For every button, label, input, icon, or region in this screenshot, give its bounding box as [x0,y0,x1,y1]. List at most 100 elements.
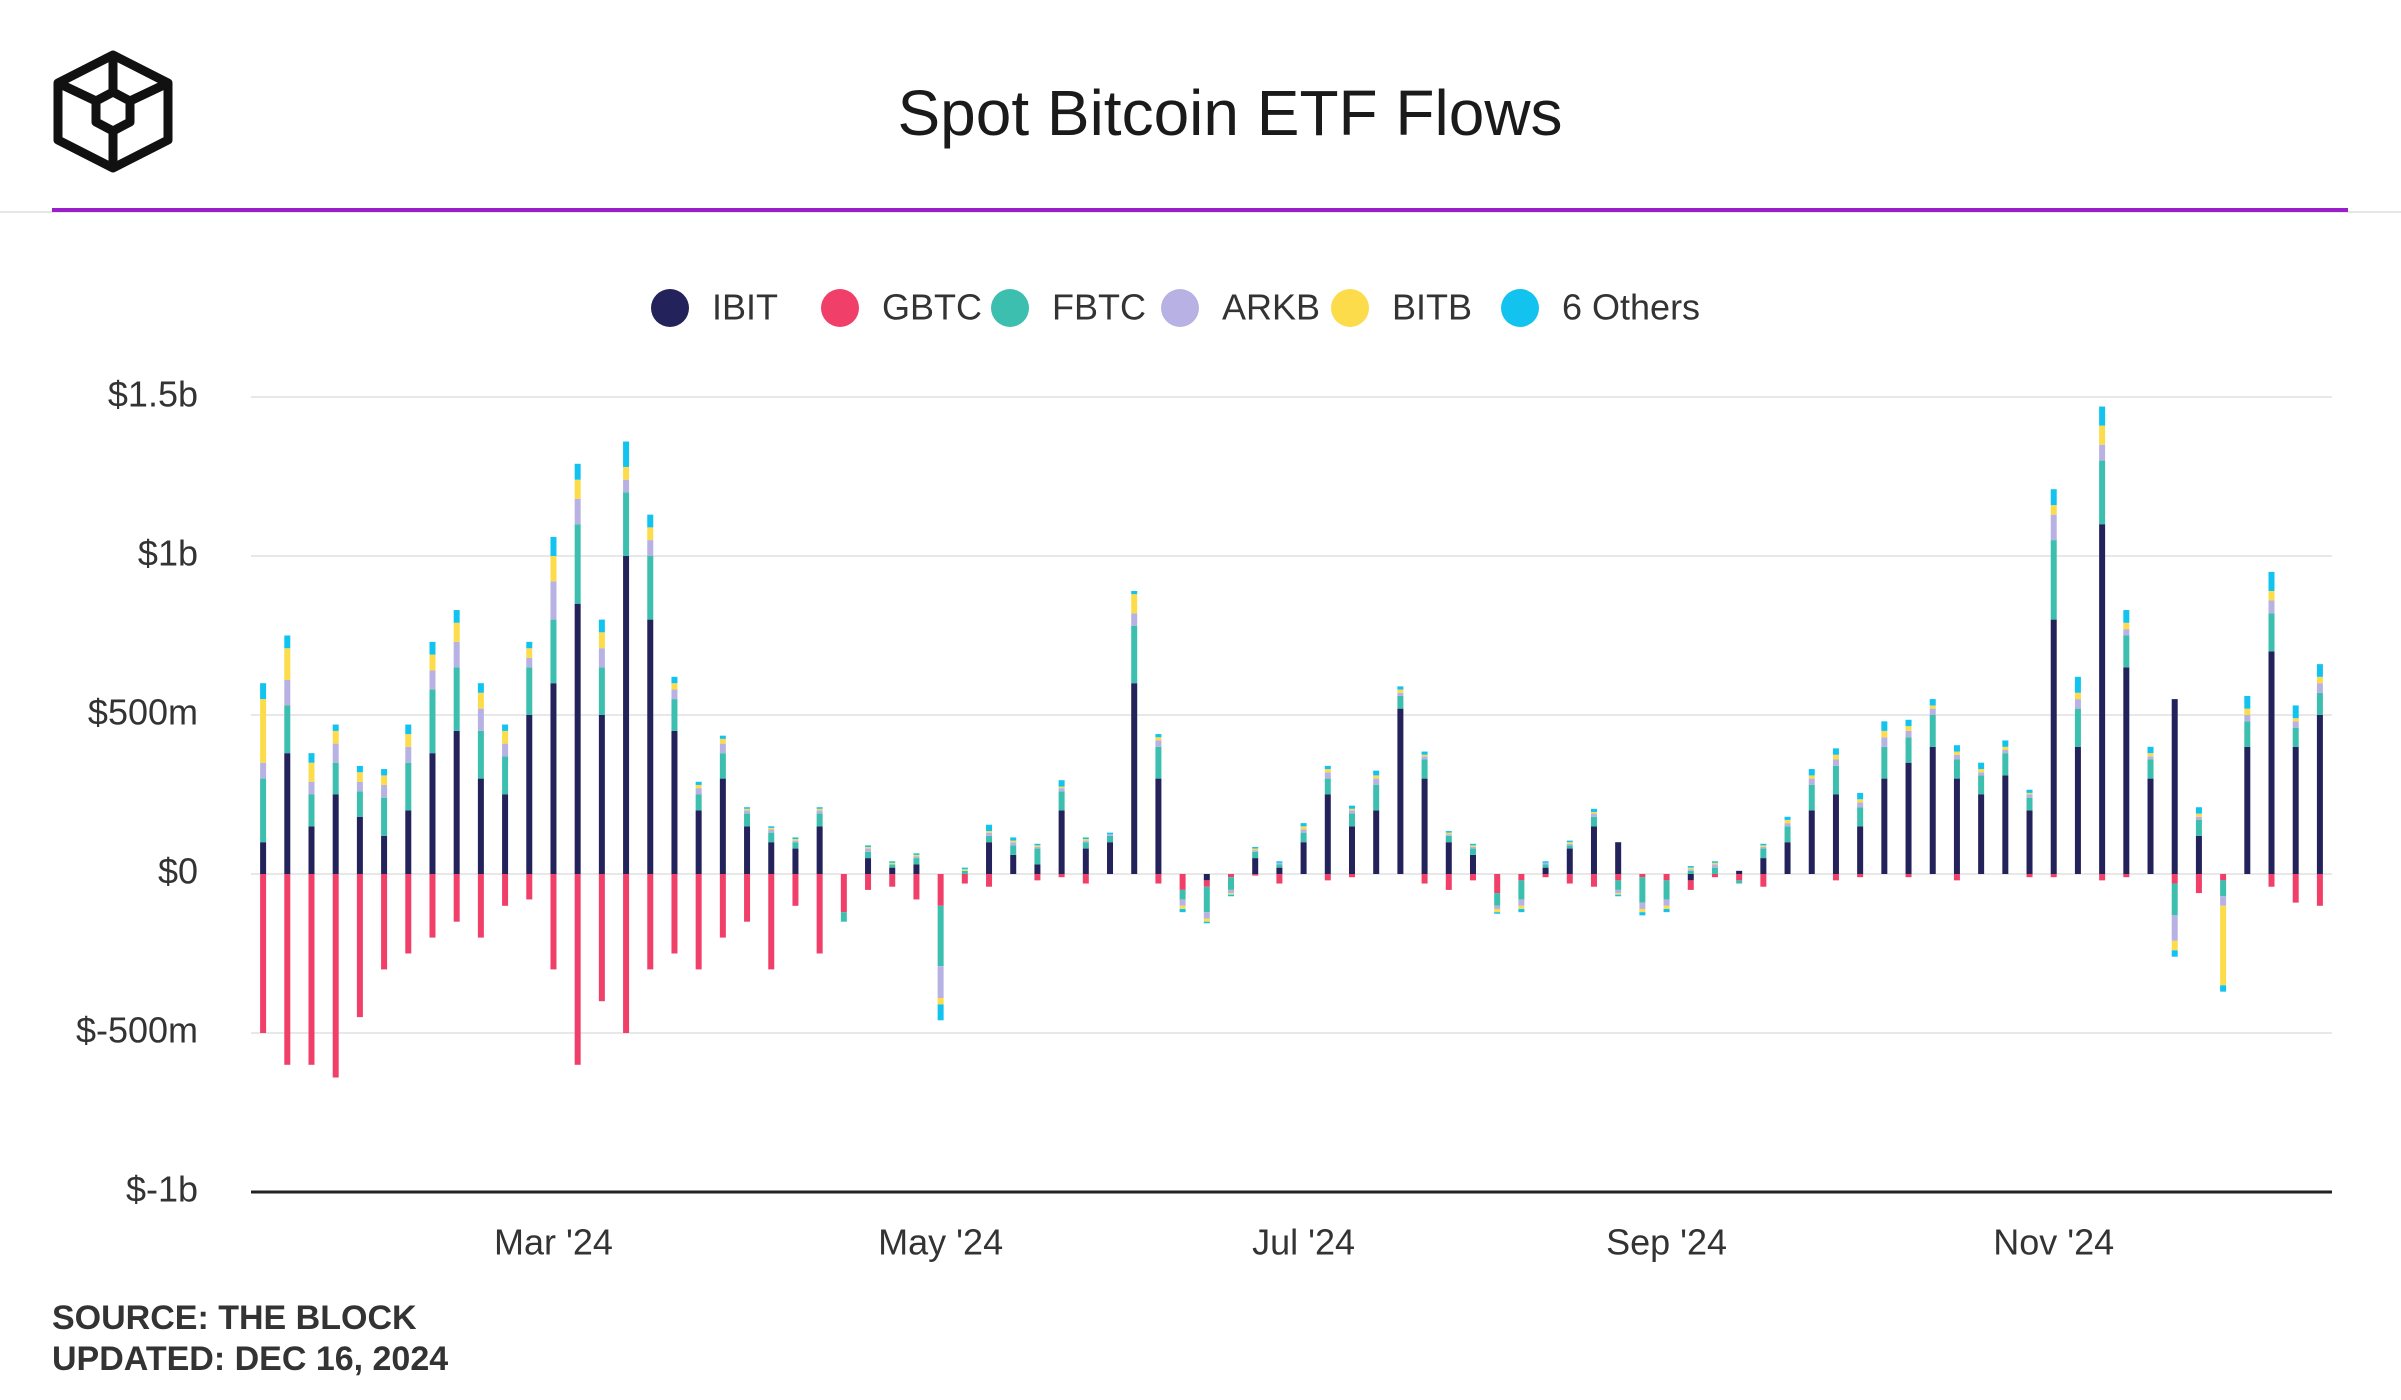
bar-segment [1494,905,1501,909]
bar-segment [695,874,702,970]
bar-segment [2074,708,2081,747]
bar-segment [1639,912,1646,916]
bar-segment [1348,808,1355,811]
bar-segment [937,966,944,999]
bar-segment [1300,832,1307,843]
bar-segment [1929,705,1936,709]
bar-segment [889,867,896,874]
bar-segment [816,874,823,954]
bar-segment [1978,762,1985,770]
bar-segment [1953,778,1960,874]
bar-segment [1155,874,1162,884]
bar-segment [2195,813,2202,817]
bar-segment [1131,590,1138,595]
bar-segment [1566,848,1573,874]
bar-segment [1252,874,1259,876]
bar-segment [2050,540,2057,620]
bar-segment [913,853,920,855]
bar-segment [1978,769,1985,773]
bar-segment [695,794,702,811]
bar-segment [623,874,630,1033]
bar-segment [1590,808,1597,812]
bar-segment [1228,874,1235,878]
bar-segment [889,861,896,863]
bar-segment [1276,862,1283,865]
bar-segment [2244,715,2251,722]
bar-segment [1421,756,1428,760]
bar-segment [2123,667,2130,874]
bar-segment [961,870,968,874]
bar-segment [1373,775,1380,779]
bar-segment [2316,683,2323,693]
bar-segment [1542,864,1549,868]
bar-segment [816,810,823,814]
bar-segment [1736,880,1743,884]
bar-segment [744,826,751,874]
bar-segment [2316,692,2323,715]
bar-segment [1857,807,1864,827]
bar-segment [1784,816,1791,820]
bar-segment [332,724,339,731]
bar-segment [744,874,751,922]
bar-segment [356,816,363,874]
bar-segment [719,874,726,938]
bar-segment [2268,571,2275,591]
bar-segment [2195,874,2202,894]
bar-segment [1832,794,1839,874]
bar-segment [453,622,460,642]
bar-segment [695,784,702,789]
bar-segment [986,832,993,836]
bar-segment [1421,759,1428,779]
bar-segment [1784,826,1791,843]
updated-note: UPDATED: DEC 16, 2024 [52,1340,448,1378]
bar-segment [574,479,581,499]
bar-segment [2002,746,2009,750]
bar-segment [1760,843,1767,846]
bar-segment [550,619,557,684]
bar-segment [1978,775,1985,795]
bar-segment [1373,778,1380,785]
bar-segment [2244,695,2251,709]
bar-segment [1881,737,1888,747]
bar-segment [1324,794,1331,874]
bar-segment [429,641,436,655]
bar-segment [1010,845,1017,855]
bar-segment [1929,708,1936,715]
bar-segment [526,874,533,900]
bar-segment [1687,869,1694,871]
bar-segment [1832,754,1839,760]
bar-segment [1808,810,1815,874]
bar-segment [768,874,775,970]
bar-segment [2026,810,2033,874]
bar-segment [1929,715,1936,747]
bar-segment [1445,835,1452,843]
bar-segment [792,840,799,843]
bar-segment [1469,854,1476,874]
bar-segment [1131,594,1138,614]
bar-segment [502,724,509,731]
bar-segment [405,874,412,954]
bar-segment [913,858,920,865]
bar-segment [1348,805,1355,809]
bar-segment [671,730,678,874]
bar-segment [1082,874,1089,884]
bar-segment [2316,676,2323,684]
bar-segment [744,808,751,811]
bar-segment [2123,610,2130,623]
bar-segment [574,524,581,604]
bar-segment [1324,765,1331,770]
bar-segment [623,479,630,493]
bar-segment [719,738,726,744]
bar-segment [1518,899,1525,906]
bar-segment [1808,769,1815,776]
bar-segment [1905,762,1912,874]
bar-segment [1252,846,1259,849]
bar-segment [574,463,581,480]
bar-segment [1058,786,1065,789]
bar-segment [405,762,412,811]
bar-segment [1808,775,1815,779]
bar-segment [1252,851,1259,859]
bar-segment [671,676,678,684]
bar-segment [1905,730,1912,738]
